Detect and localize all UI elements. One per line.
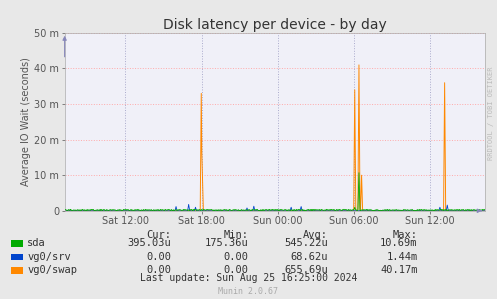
Text: RRDTOOL / TOBI OETIKER: RRDTOOL / TOBI OETIKER	[488, 67, 494, 160]
Text: 40.17m: 40.17m	[380, 265, 417, 275]
Text: 395.03u: 395.03u	[128, 238, 171, 248]
Text: 68.62u: 68.62u	[291, 252, 328, 262]
Title: Disk latency per device - by day: Disk latency per device - by day	[163, 18, 387, 32]
Text: Last update: Sun Aug 25 16:25:00 2024: Last update: Sun Aug 25 16:25:00 2024	[140, 274, 357, 283]
Text: 10.69m: 10.69m	[380, 238, 417, 248]
Text: Cur:: Cur:	[147, 230, 171, 240]
Text: Avg:: Avg:	[303, 230, 328, 240]
Text: Max:: Max:	[393, 230, 417, 240]
Text: vg0/srv: vg0/srv	[27, 252, 71, 262]
Text: vg0/swap: vg0/swap	[27, 265, 78, 275]
Text: 175.36u: 175.36u	[205, 238, 248, 248]
Text: 545.22u: 545.22u	[284, 238, 328, 248]
Text: 1.44m: 1.44m	[386, 252, 417, 262]
Text: 655.69u: 655.69u	[284, 265, 328, 275]
Text: Munin 2.0.67: Munin 2.0.67	[219, 287, 278, 296]
Text: 0.00: 0.00	[147, 265, 171, 275]
Text: sda: sda	[27, 238, 46, 248]
Text: Min:: Min:	[224, 230, 248, 240]
Y-axis label: Average IO Wait (seconds): Average IO Wait (seconds)	[21, 57, 31, 186]
Text: 0.00: 0.00	[224, 265, 248, 275]
Text: 0.00: 0.00	[147, 252, 171, 262]
Text: 0.00: 0.00	[224, 252, 248, 262]
